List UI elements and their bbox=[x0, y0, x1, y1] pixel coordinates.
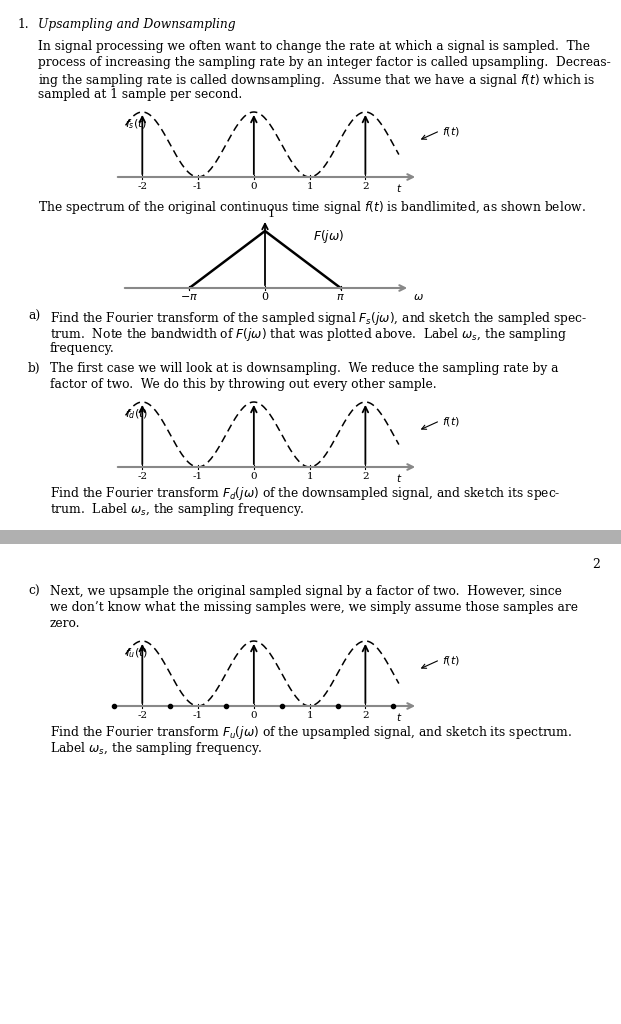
Text: 2: 2 bbox=[362, 182, 369, 191]
Text: Label $\omega_s$, the sampling frequency.: Label $\omega_s$, the sampling frequency… bbox=[50, 740, 263, 757]
Text: The spectrum of the original continuous time signal $f(t)$ is bandlimited, as sh: The spectrum of the original continuous … bbox=[38, 199, 586, 216]
Text: 2: 2 bbox=[362, 472, 369, 481]
Bar bbox=[0, 530, 621, 544]
Text: $f(t)$: $f(t)$ bbox=[442, 125, 460, 138]
Text: 2: 2 bbox=[362, 711, 369, 720]
Text: frequency.: frequency. bbox=[50, 342, 115, 355]
Text: Upsampling and Downsampling: Upsampling and Downsampling bbox=[38, 18, 235, 31]
Text: -2: -2 bbox=[137, 711, 147, 720]
Text: we don’t know what the missing samples were, we simply assume those samples are: we don’t know what the missing samples w… bbox=[50, 601, 578, 614]
Text: a): a) bbox=[28, 310, 40, 323]
Text: 2: 2 bbox=[592, 558, 600, 571]
Text: factor of two.  We do this by throwing out every other sample.: factor of two. We do this by throwing ou… bbox=[50, 378, 437, 391]
Text: Next, we upsample the original sampled signal by a factor of two.  However, sinc: Next, we upsample the original sampled s… bbox=[50, 585, 562, 598]
Text: 1.: 1. bbox=[18, 18, 30, 31]
Text: sampled at 1 sample per second.: sampled at 1 sample per second. bbox=[38, 88, 242, 101]
Text: $\pi$: $\pi$ bbox=[336, 292, 345, 302]
Text: -1: -1 bbox=[193, 472, 203, 481]
Text: $f(t)$: $f(t)$ bbox=[442, 653, 460, 667]
Text: $t$: $t$ bbox=[396, 711, 402, 723]
Text: 1: 1 bbox=[306, 472, 313, 481]
Text: 0: 0 bbox=[250, 711, 257, 720]
Text: $f(t)$: $f(t)$ bbox=[442, 415, 460, 428]
Text: b): b) bbox=[28, 362, 40, 375]
Text: In signal processing we often want to change the rate at which a signal is sampl: In signal processing we often want to ch… bbox=[38, 40, 590, 53]
Text: -1: -1 bbox=[193, 182, 203, 191]
Text: Find the Fourier transform $F_d(j\omega)$ of the downsampled signal, and sketch : Find the Fourier transform $F_d(j\omega)… bbox=[50, 485, 561, 502]
Text: 0: 0 bbox=[250, 472, 257, 481]
Text: 1: 1 bbox=[306, 182, 313, 191]
Text: $t$: $t$ bbox=[396, 472, 402, 484]
Text: -2: -2 bbox=[137, 472, 147, 481]
Text: The first case we will look at is downsampling.  We reduce the sampling rate by : The first case we will look at is downsa… bbox=[50, 362, 558, 375]
Text: trum.  Label $\omega_s$, the sampling frequency.: trum. Label $\omega_s$, the sampling fre… bbox=[50, 501, 305, 518]
Text: $-\pi$: $-\pi$ bbox=[180, 292, 199, 302]
Text: Find the Fourier transform of the sampled signal $F_s(j\omega)$, and sketch the : Find the Fourier transform of the sample… bbox=[50, 310, 587, 327]
Text: Find the Fourier transform $F_u(j\omega)$ of the upsampled signal, and sketch it: Find the Fourier transform $F_u(j\omega)… bbox=[50, 724, 572, 741]
Text: 1: 1 bbox=[268, 209, 275, 219]
Text: -2: -2 bbox=[137, 182, 147, 191]
Text: ing the sampling rate is called downsampling.  Assume that we have a signal $f(t: ing the sampling rate is called downsamp… bbox=[38, 72, 596, 89]
Text: $f_u(t)$: $f_u(t)$ bbox=[125, 646, 148, 659]
Text: 0: 0 bbox=[250, 182, 257, 191]
Text: $\omega$: $\omega$ bbox=[413, 292, 424, 302]
Text: $f_s(t)$: $f_s(t)$ bbox=[125, 117, 147, 131]
Text: 0: 0 bbox=[261, 292, 268, 302]
Text: 1: 1 bbox=[306, 711, 313, 720]
Text: process of increasing the sampling rate by an integer factor is called upsamplin: process of increasing the sampling rate … bbox=[38, 56, 610, 69]
Text: -1: -1 bbox=[193, 711, 203, 720]
Text: trum.  Note the bandwidth of $F(j\omega)$ that was plotted above.  Label $\omega: trum. Note the bandwidth of $F(j\omega)$… bbox=[50, 326, 566, 343]
Text: $t$: $t$ bbox=[396, 182, 402, 194]
Text: $f_d(t)$: $f_d(t)$ bbox=[125, 407, 148, 421]
Text: zero.: zero. bbox=[50, 617, 81, 630]
Text: c): c) bbox=[28, 585, 40, 598]
Text: $F(j\omega)$: $F(j\omega)$ bbox=[313, 228, 344, 245]
